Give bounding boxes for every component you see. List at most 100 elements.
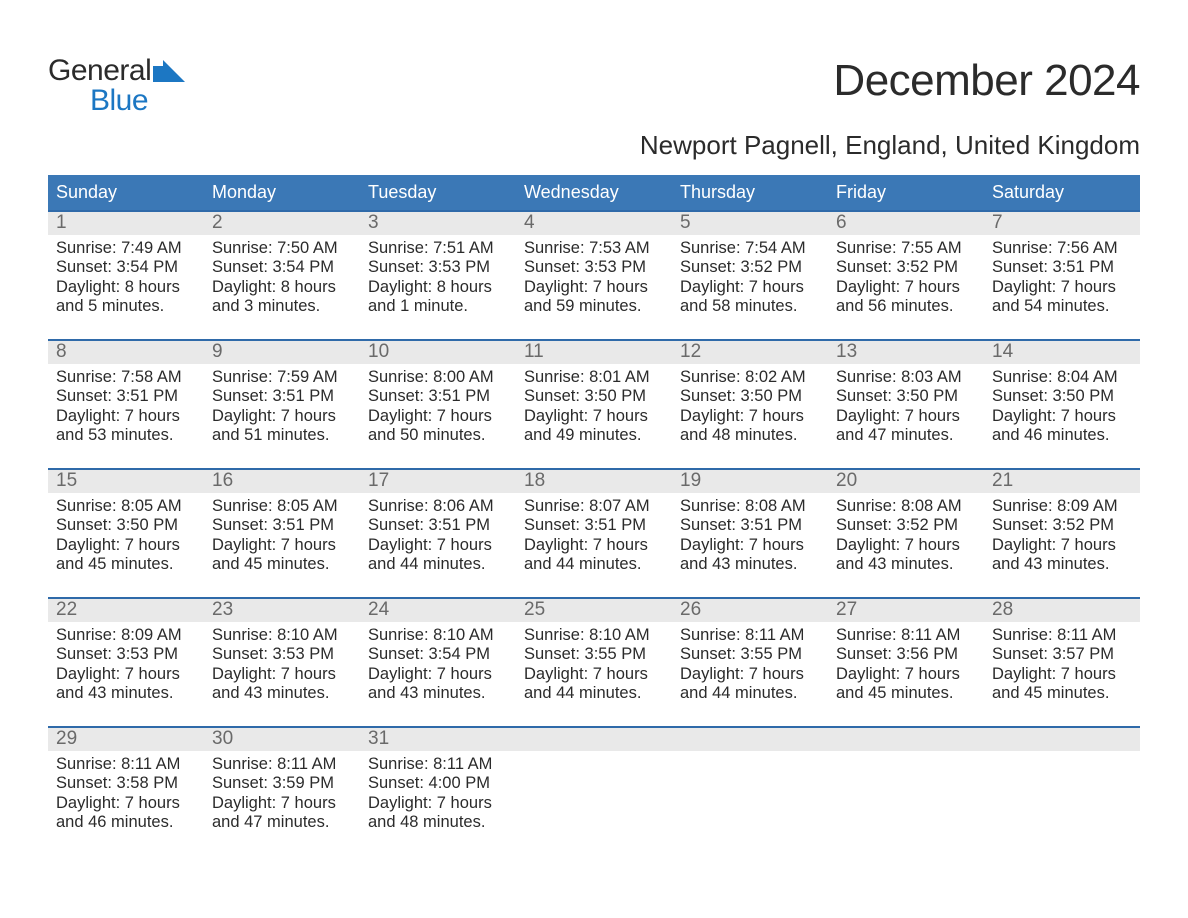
day-cell: Sunrise: 8:03 AMSunset: 3:50 PMDaylight:… (828, 364, 984, 450)
sunset-line: Sunset: 3:54 PM (368, 645, 508, 664)
day-number: 28 (984, 599, 1140, 622)
title-block: December 2024 Newport Pagnell, England, … (640, 56, 1140, 161)
dow-cell: Sunday (48, 175, 204, 210)
sunset-line: Sunset: 3:52 PM (680, 258, 820, 277)
week-row: 293031 Sunrise: 8:11 AMSunset: 3:58 PMDa… (48, 726, 1140, 837)
day-number: 30 (204, 728, 360, 751)
day-number: 19 (672, 470, 828, 493)
daylight-line: Daylight: 7 hours and 47 minutes. (212, 794, 352, 833)
dow-cell: Wednesday (516, 175, 672, 210)
weeks-container: 1234567Sunrise: 7:49 AMSunset: 3:54 PMDa… (48, 210, 1140, 837)
day-cell (984, 751, 1140, 837)
daylight-line: Daylight: 7 hours and 58 minutes. (680, 278, 820, 317)
sunrise-line: Sunrise: 7:58 AM (56, 368, 196, 387)
sunset-line: Sunset: 3:53 PM (368, 258, 508, 277)
day-cell: Sunrise: 8:11 AMSunset: 3:57 PMDaylight:… (984, 622, 1140, 708)
sunrise-line: Sunrise: 8:11 AM (992, 626, 1132, 645)
sunset-line: Sunset: 3:53 PM (524, 258, 664, 277)
week-row: 891011121314 Sunrise: 7:58 AM Sunset: 3:51… (48, 339, 1140, 450)
location-label: Newport Pagnell, England, United Kingdom (640, 130, 1140, 161)
sunrise-line: Sunrise: 7:56 AM (992, 239, 1132, 258)
daylight-line: Daylight: 7 hours and 48 minutes. (680, 407, 820, 446)
day-number: 17 (360, 470, 516, 493)
day-cell (672, 751, 828, 837)
sunset-line: Sunset: 3:51 PM (680, 516, 820, 535)
day-number: 6 (828, 212, 984, 235)
sunset-line: Sunset: 3:50 PM (992, 387, 1132, 406)
day-cell: Sunrise: 8:10 AMSunset: 3:55 PMDaylight:… (516, 622, 672, 708)
dow-cell: Thursday (672, 175, 828, 210)
day-cell: Sunrise: 8:01 AMSunset: 3:50 PMDaylight:… (516, 364, 672, 450)
day-cell: Sunrise: 8:11 AMSunset: 3:56 PMDaylight:… (828, 622, 984, 708)
daylight-line: Daylight: 7 hours and 56 minutes. (836, 278, 976, 317)
day-number: 14 (984, 341, 1140, 364)
daylight-line: Daylight: 7 hours and 50 minutes. (368, 407, 508, 446)
day-cell: Sunrise: 7:59 AMSunset: 3:51 PMDaylight:… (204, 364, 360, 450)
sunset-line: Sunset: 3:51 PM (368, 516, 508, 535)
sunset-line: Sunset: 3:51 PM (524, 516, 664, 535)
daylight-line: Daylight: 8 hours and 1 minute. (368, 278, 508, 317)
day-number: 23 (204, 599, 360, 622)
day-number: 21 (984, 470, 1140, 493)
sunrise-line: Sunrise: 8:11 AM (368, 755, 508, 774)
sunset-line: Sunset: 3:55 PM (524, 645, 664, 664)
sunrise-line: Sunrise: 7:54 AM (680, 239, 820, 258)
daylight-line: Daylight: 7 hours and 44 minutes. (524, 536, 664, 575)
sunrise-line: Sunrise: 8:11 AM (56, 755, 196, 774)
sunset-line: Sunset: 3:51 PM (212, 516, 352, 535)
daylight-line: Daylight: 7 hours and 48 minutes. (368, 794, 508, 833)
sunset-line: Sunset: 3:53 PM (56, 645, 196, 664)
sunrise-line: Sunrise: 8:05 AM (212, 497, 352, 516)
sunrise-line: Sunrise: 8:01 AM (524, 368, 664, 387)
daynum-strip: 22232425262728 (48, 599, 1140, 622)
daylight-line: Daylight: 7 hours and 45 minutes. (992, 665, 1132, 704)
brand-line1: General (48, 56, 151, 86)
day-cell: Sunrise: 8:10 AMSunset: 3:53 PMDaylight:… (204, 622, 360, 708)
day-number: 9 (204, 341, 360, 364)
sunrise-line: Sunrise: 8:05 AM (56, 497, 196, 516)
sunrise-line: Sunrise: 8:06 AM (368, 497, 508, 516)
day-number: 5 (672, 212, 828, 235)
daylight-line: Daylight: 7 hours and 43 minutes. (680, 536, 820, 575)
day-number: 10 (360, 341, 516, 364)
sunrise-line: Sunrise: 8:07 AM (524, 497, 664, 516)
sunrise-line: Sunrise: 8:11 AM (836, 626, 976, 645)
sunset-line: Sunset: 3:50 PM (56, 516, 196, 535)
sunset-line: Sunset: 3:51 PM (992, 258, 1132, 277)
day-number: 7 (984, 212, 1140, 235)
daylight-line: Daylight: 7 hours and 47 minutes. (836, 407, 976, 446)
sunset-line: Sunset: 3:51 PM (368, 387, 508, 406)
dow-cell: Monday (204, 175, 360, 210)
daylight-line: Daylight: 8 hours and 5 minutes. (56, 278, 196, 317)
sunset-line: Sunset: 3:50 PM (836, 387, 976, 406)
sunset-line: Sunset: 3:56 PM (836, 645, 976, 664)
daylight-line: Daylight: 7 hours and 43 minutes. (212, 665, 352, 704)
day-cell: Sunrise: 8:08 AMSunset: 3:51 PMDaylight:… (672, 493, 828, 579)
sunrise-line: Sunrise: 7:59 AM (212, 368, 352, 387)
brand-line2: Blue (48, 86, 185, 116)
daylight-line: Daylight: 7 hours and 43 minutes. (836, 536, 976, 575)
sunrise-line: Sunrise: 8:03 AM (836, 368, 976, 387)
dow-cell: Tuesday (360, 175, 516, 210)
day-cell (516, 751, 672, 837)
dow-cell: Saturday (984, 175, 1140, 210)
flag-icon (153, 60, 185, 82)
daylight-line: Daylight: 7 hours and 43 minutes. (368, 665, 508, 704)
sunset-line: Sunset: 3:57 PM (992, 645, 1132, 664)
day-number: 20 (828, 470, 984, 493)
day-number: 2 (204, 212, 360, 235)
daylight-line: Daylight: 7 hours and 49 minutes. (524, 407, 664, 446)
topbar: General Blue December 2024 Newport Pagne… (48, 56, 1140, 161)
day-cell: Sunrise: 7:53 AMSunset: 3:53 PMDaylight:… (516, 235, 672, 321)
sunset-line: Sunset: 3:58 PM (56, 774, 196, 793)
daynum-strip: 891011121314 (48, 341, 1140, 364)
daylight-line: Daylight: 8 hours and 3 minutes. (212, 278, 352, 317)
week-row: 15161718192021Sunrise: 8:05 AMSunset: 3:… (48, 468, 1140, 579)
sunrise-line: Sunrise: 8:10 AM (524, 626, 664, 645)
daylight-line: Daylight: 7 hours and 43 minutes. (992, 536, 1132, 575)
day-cell: Sunrise: 8:11 AMSunset: 3:55 PMDaylight:… (672, 622, 828, 708)
sunrise-line: Sunrise: 8:02 AM (680, 368, 820, 387)
sunrise-line: Sunrise: 8:08 AM (680, 497, 820, 516)
day-number: 13 (828, 341, 984, 364)
daylight-line: Daylight: 7 hours and 45 minutes. (56, 536, 196, 575)
